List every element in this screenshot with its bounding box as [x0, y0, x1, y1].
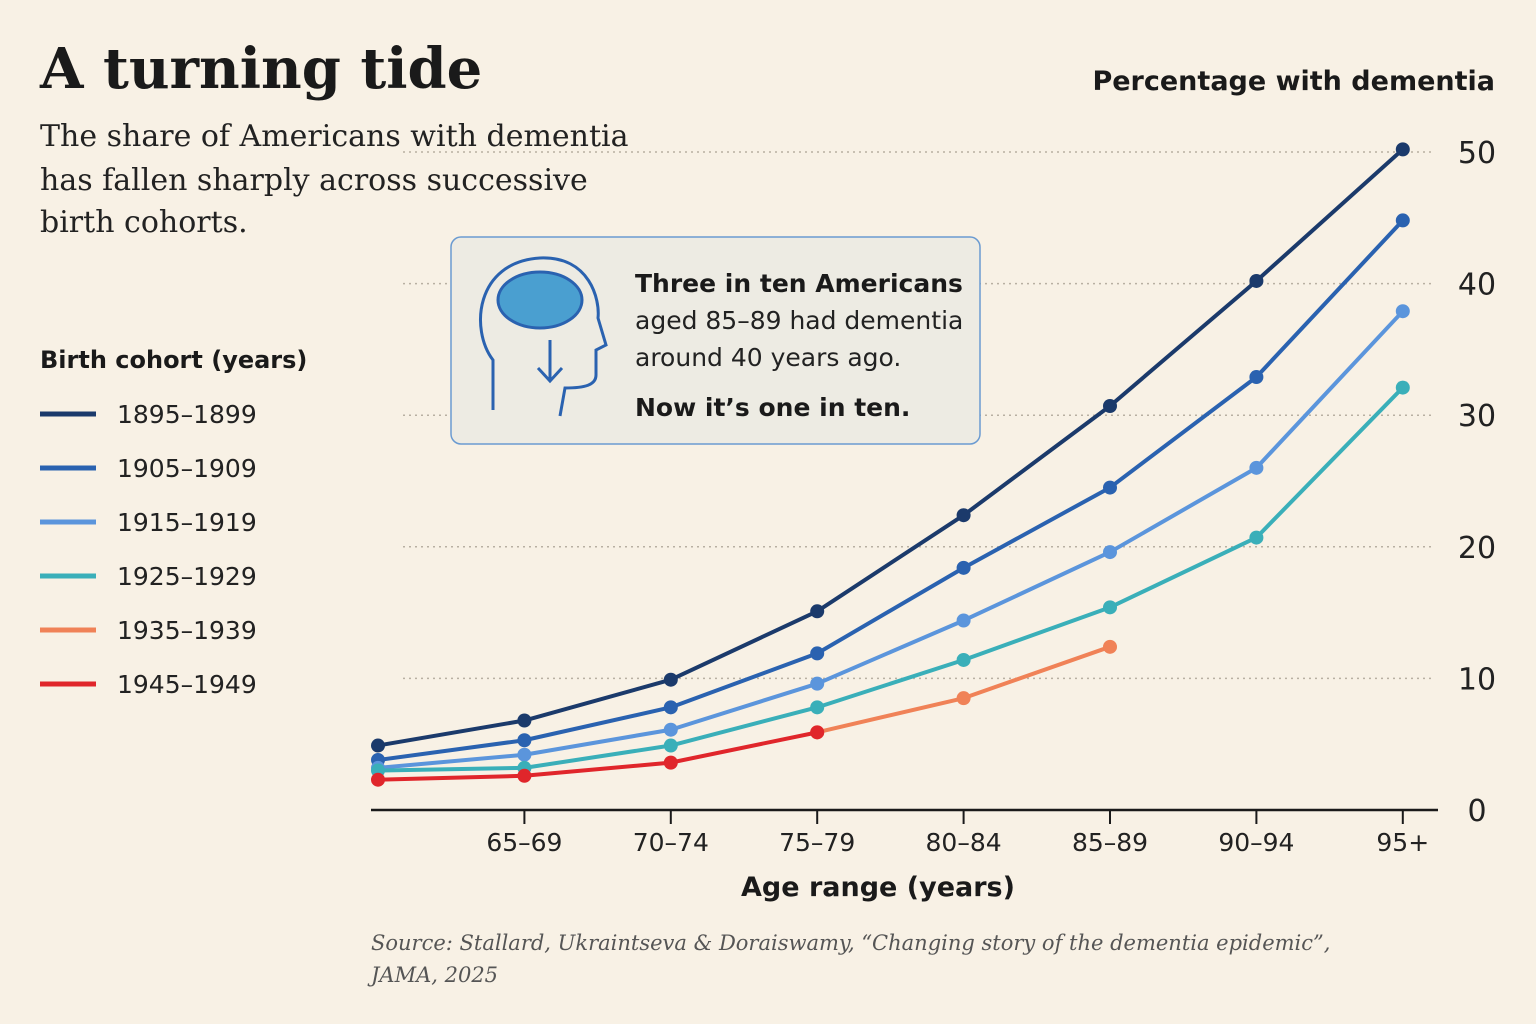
series-line	[377, 309, 1405, 770]
data-point	[663, 722, 678, 737]
x-tick-label: 90–94	[1218, 828, 1294, 857]
data-point	[1103, 480, 1117, 495]
series-line	[377, 147, 1405, 748]
annotation-box: Three in ten Americans aged 85–89 had de…	[450, 236, 981, 445]
data-point	[1395, 380, 1410, 395]
data-point	[956, 560, 971, 575]
data-point	[956, 613, 971, 628]
legend-label: 1915–1919	[117, 508, 257, 537]
y-tick-label: 20	[1458, 531, 1496, 566]
data-point	[810, 646, 825, 661]
data-point	[517, 747, 532, 762]
data-point	[517, 733, 532, 748]
data-point	[956, 691, 971, 706]
legend-label: 1895–1899	[117, 400, 257, 429]
data-point	[956, 508, 971, 523]
y-tick-label: 50	[1458, 136, 1496, 171]
source: JAMA, 2025	[367, 963, 498, 987]
legend-label: 1945–1949	[117, 670, 257, 699]
data-point	[517, 768, 532, 783]
data-point	[371, 738, 385, 753]
data-point	[371, 772, 385, 787]
y-tick-label: 40	[1458, 268, 1496, 303]
x-tick-label: 65–69	[486, 828, 562, 857]
data-point	[1249, 530, 1264, 545]
subtitle: has fallen sharply across successive	[40, 163, 588, 198]
data-point	[810, 725, 825, 740]
data-point	[663, 672, 678, 687]
annotation-frame	[450, 236, 981, 445]
data-point	[810, 676, 825, 691]
data-point	[1395, 213, 1410, 228]
x-tick-label: 95+	[1376, 828, 1429, 857]
data-point	[663, 738, 678, 753]
annotation-text: Now it’s one in ten.	[635, 393, 910, 422]
x-axis-label: Age range (years)	[741, 872, 1015, 903]
data-point	[1395, 304, 1410, 319]
series-layer	[371, 142, 1410, 787]
chart-title: A turning tide	[39, 36, 482, 102]
y-tick-label: 10	[1458, 662, 1496, 697]
legend-label: 1935–1939	[117, 616, 257, 645]
data-point	[810, 604, 825, 619]
data-point	[663, 755, 678, 770]
brain-icon	[479, 256, 608, 417]
data-point	[517, 713, 532, 728]
data-point	[1249, 370, 1264, 385]
data-point	[810, 700, 825, 715]
y-tick-label: 30	[1458, 399, 1496, 434]
data-point	[1249, 460, 1264, 475]
y-tick-label: 0	[1467, 794, 1486, 829]
data-point	[1103, 639, 1117, 654]
annotation-text: Three in ten Americans	[635, 269, 963, 298]
legend-label: 1905–1909	[117, 454, 257, 483]
x-tick-label: 70–74	[633, 828, 709, 857]
data-point	[663, 700, 678, 715]
x-tick-label: 85–89	[1072, 828, 1148, 857]
subtitle: The share of Americans with dementia	[40, 119, 629, 154]
data-point	[956, 652, 971, 667]
data-point	[1103, 545, 1117, 560]
legend-label: 1925–1929	[117, 562, 257, 591]
series-line	[377, 730, 818, 782]
series-line	[377, 386, 1405, 773]
data-point	[1103, 600, 1117, 615]
series-line	[377, 219, 1405, 762]
annotation-text: aged 85–89 had dementia	[635, 306, 963, 335]
x-tick-label: 75–79	[779, 828, 855, 857]
data-point	[1249, 273, 1264, 288]
data-point	[1103, 398, 1117, 413]
annotation-text: around 40 years ago.	[635, 343, 901, 372]
legend-title: Birth cohort (years)	[40, 346, 307, 374]
x-tick-label: 80–84	[926, 828, 1002, 857]
data-point	[1395, 142, 1410, 157]
subtitle: birth cohorts.	[40, 205, 248, 240]
y-axis-label: Percentage with dementia	[1092, 66, 1495, 97]
source: Source: Stallard, Ukraintseva & Doraiswa…	[371, 931, 1330, 955]
